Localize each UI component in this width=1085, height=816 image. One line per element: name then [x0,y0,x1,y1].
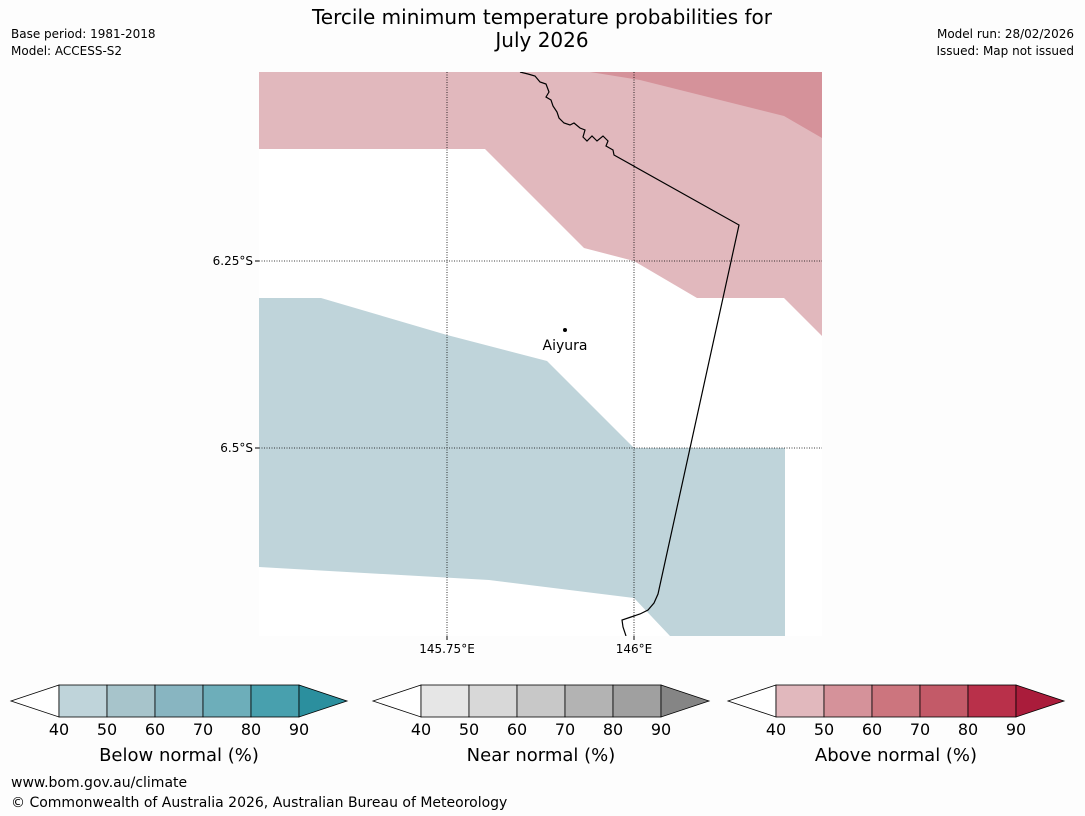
legend-title-below-normal: Below normal (%) [99,745,259,766]
lon-label-145.75E: 145.75°E [419,642,475,656]
colorbar-tick-label: 50 [814,720,834,739]
footer-copyright: © Commonwealth of Australia 2026, Austra… [11,795,508,811]
colorbar-swatch [775,684,825,718]
lon-label-146E: 146°E [616,642,653,656]
colorbar-tick-label: 90 [651,720,671,739]
colorbar-swatch [154,684,204,718]
colorbar-tick-label: 80 [958,720,978,739]
colorbar-tick-label: 80 [241,720,261,739]
colorbar-swatch [726,684,777,718]
colorbar-swatch [298,684,349,718]
colorbar-swatch [919,684,969,718]
map-area: Aiyura [259,72,822,636]
legend-title-above-normal: Above normal (%) [814,745,978,766]
map-title-line1: Tercile minimum temperature probabilitie… [311,5,773,29]
colorbar-swatch [9,684,60,718]
base-period-text: Base period: 1981-2018 [11,27,156,41]
header-left-info: Base period: 1981-2018 Model: ACCESS-S2 [11,26,156,60]
colorbar-swatch [612,684,662,718]
map-title-line2: July 2026 [495,28,589,52]
colorbar-tick-label: 40 [49,720,69,739]
aiyura-marker [563,328,567,332]
model-run-text: Model run: 28/02/2026 [936,27,1074,41]
colorbar-ticks: 40 50 60 70 80 90 [411,720,671,739]
legend-title-near-normal: Near normal (%) [466,745,616,766]
colorbar-swatch [250,684,300,718]
colorbar-above-normal: 40 50 60 70 80 90 [726,684,1066,739]
above-normal-50-60-region [590,72,822,138]
colorbar-ticks: 40 50 60 70 80 90 [766,720,1026,739]
colorbar-cells [420,684,662,718]
colorbar-swatch [420,684,470,718]
colorbar-swatch [1015,684,1066,718]
colorbar-swatch [106,684,156,718]
colorbar-swatch [516,684,566,718]
header-right-info: Model run: 28/02/2026 Issued: Map not is… [936,26,1074,60]
colorbar-tick-label: 90 [289,720,309,739]
colorbar-tick-label: 80 [603,720,623,739]
colorbar-tick-label: 70 [910,720,930,739]
colorbar-tick-label: 50 [459,720,479,739]
colorbar-swatch [58,684,108,718]
colorbar-tick-label: 60 [862,720,882,739]
footer-url[interactable]: www.bom.gov.au/climate [11,775,188,791]
colorbar-swatch [202,684,252,718]
colorbar-swatch [468,684,518,718]
above-normal-40-50-region [259,72,822,336]
colorbar-tick-label: 70 [193,720,213,739]
lat-label-6.25S: 6.25°S [213,254,253,268]
colorbar-swatch [564,684,614,718]
model-text: Model: ACCESS-S2 [11,44,123,58]
colorbar-below-normal: 40 50 60 70 80 90 [9,684,349,739]
map-title: Tercile minimum temperature probabilitie… [242,6,842,52]
colorbar-tick-label: 70 [555,720,575,739]
colorbar-tick-label: 60 [507,720,527,739]
colorbar-ticks: 40 50 60 70 80 90 [49,720,309,739]
colorbar-swatch [871,684,921,718]
colorbar-tick-label: 60 [145,720,165,739]
below-normal-40-50-region [259,298,785,636]
issued-text: Issued: Map not issued [936,44,1074,58]
colorbar-tick-label: 40 [766,720,786,739]
colorbar-swatch [660,684,711,718]
colorbar-near-normal: 40 50 60 70 80 90 [371,684,711,739]
province-border-line [519,72,740,636]
aiyura-label: Aiyura [543,338,588,354]
colorbar-swatch [823,684,873,718]
colorbar-tick-label: 50 [97,720,117,739]
colorbar-cells [775,684,1017,718]
lat-label-6.5S: 6.5°S [220,441,253,455]
colorbar-tick-label: 90 [1006,720,1026,739]
colorbar-cells [58,684,300,718]
colorbar-swatch [371,684,422,718]
colorbar-tick-label: 40 [411,720,431,739]
colorbar-swatch [967,684,1017,718]
